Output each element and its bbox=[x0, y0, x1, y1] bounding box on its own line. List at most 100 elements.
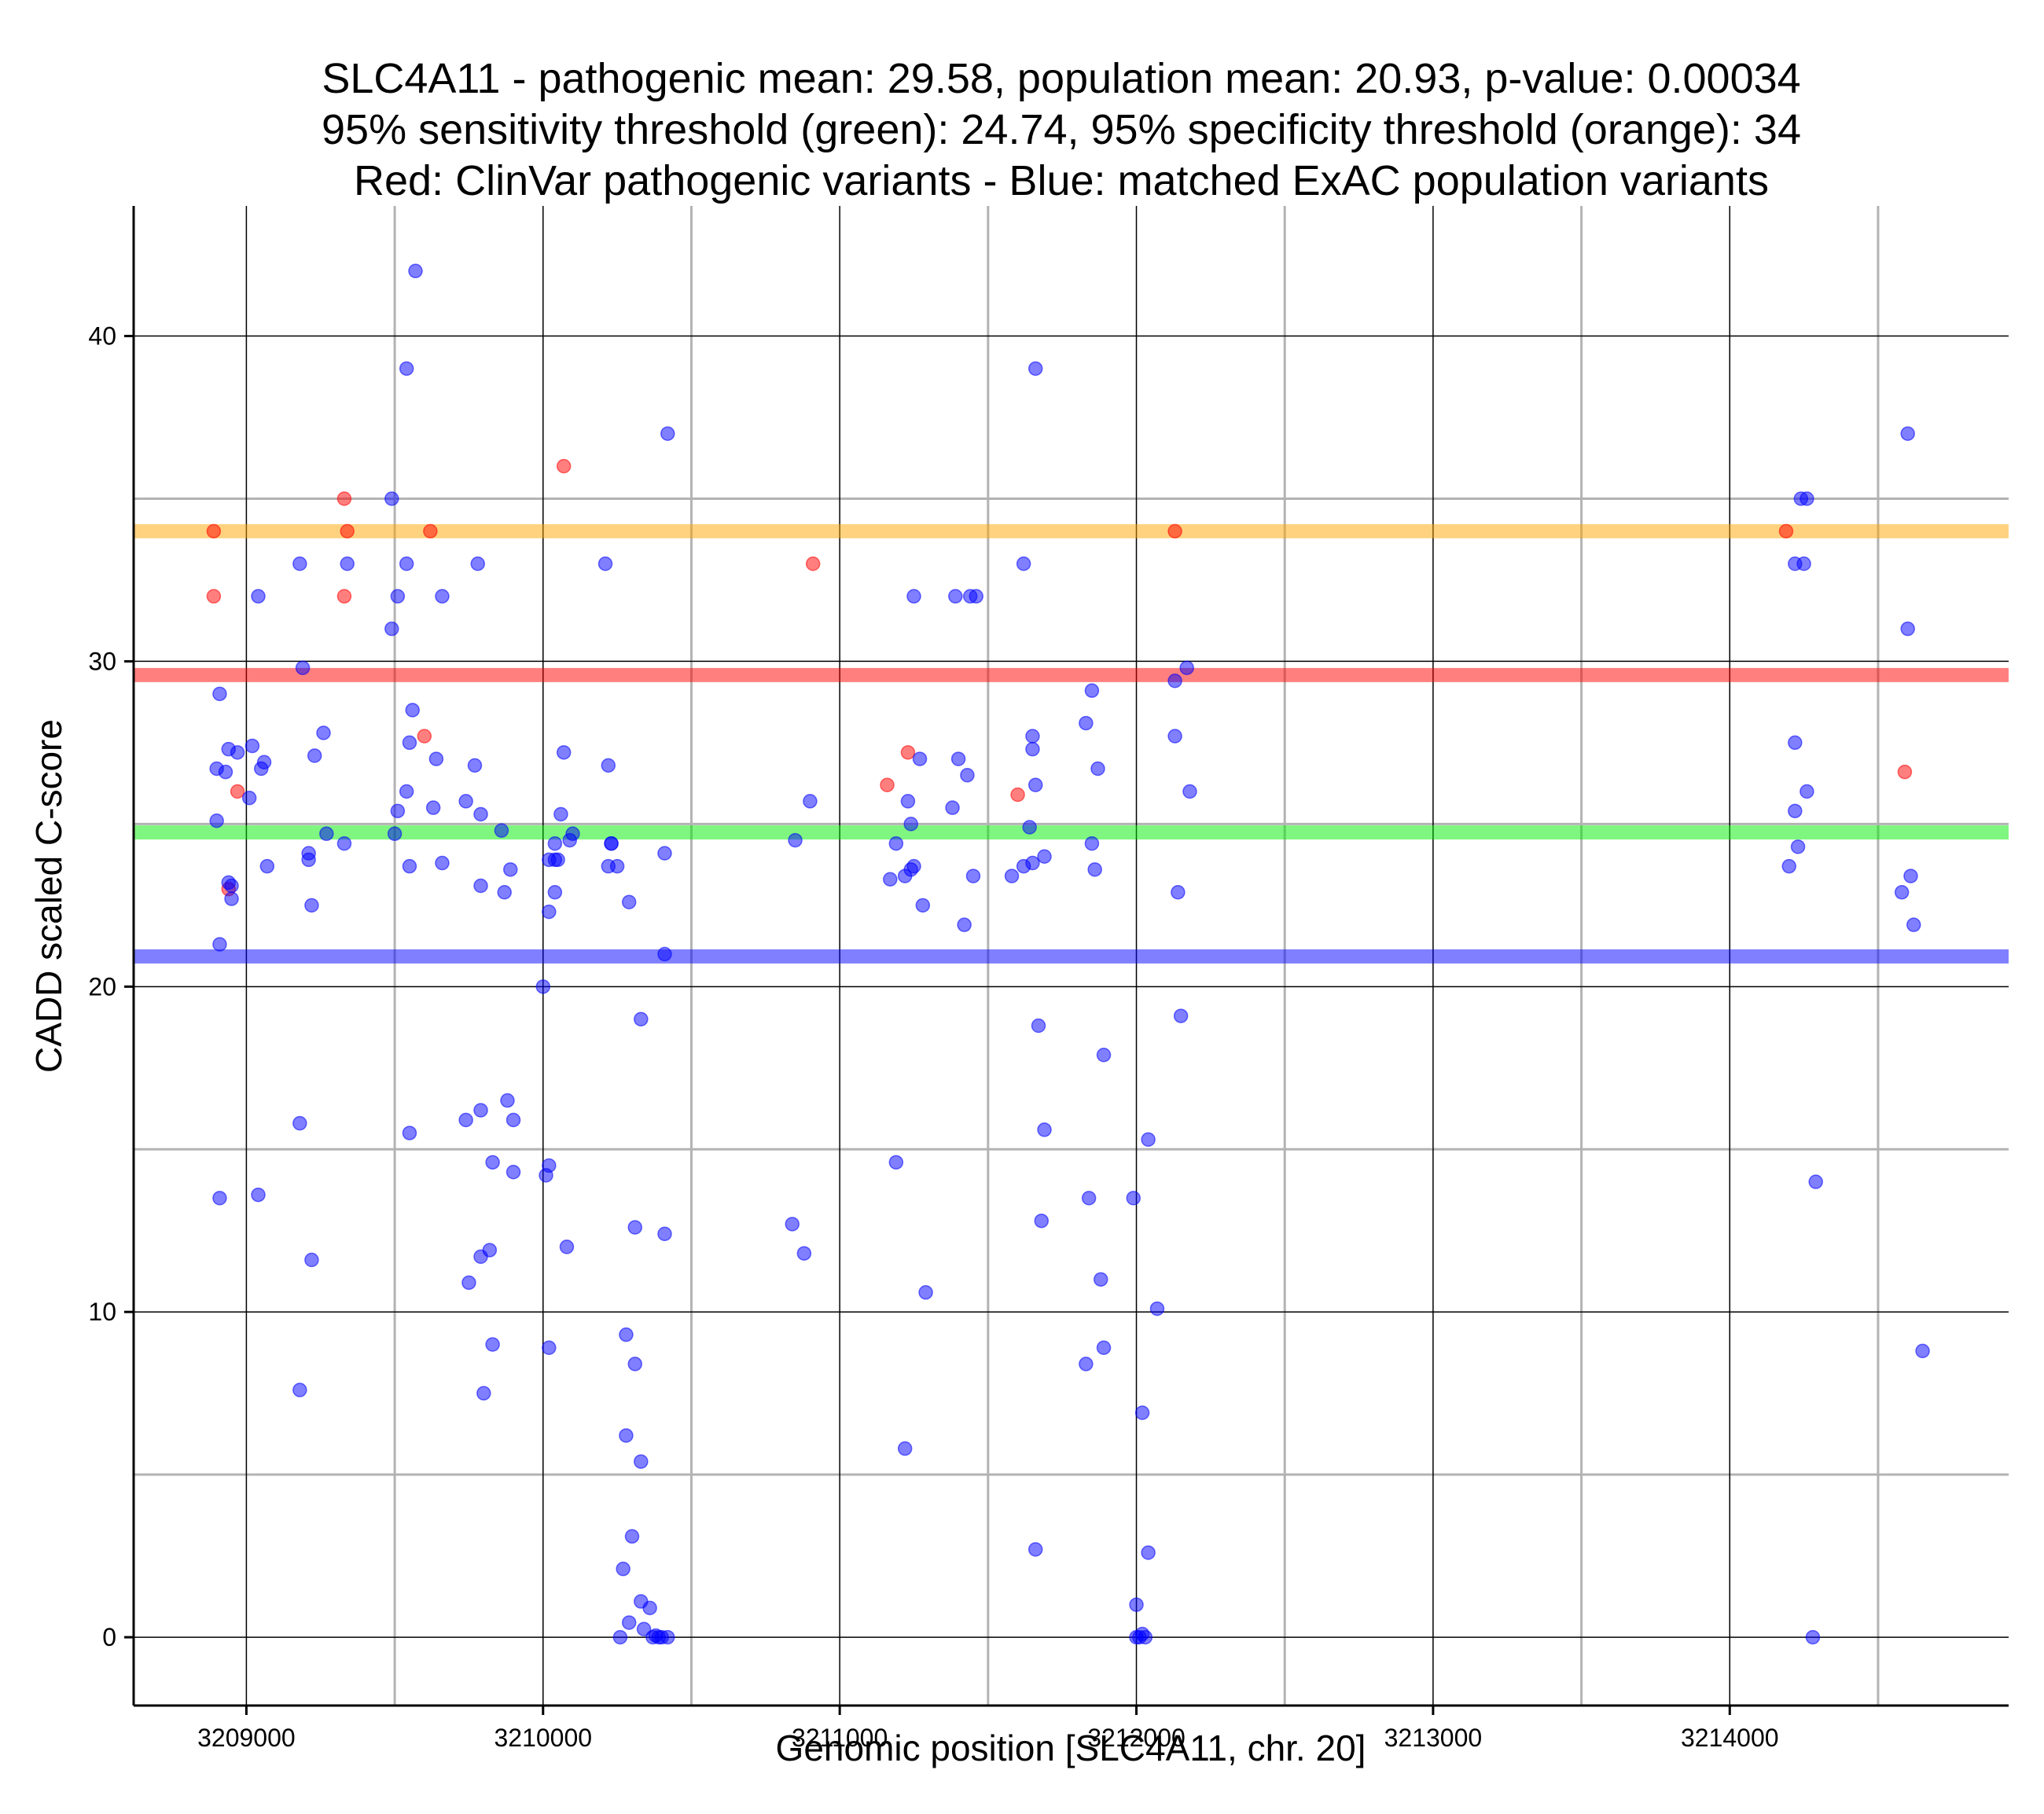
data-point-series1-134 bbox=[918, 1285, 933, 1300]
data-point-series1-192 bbox=[1915, 1343, 1930, 1359]
data-point-series1-90 bbox=[660, 426, 675, 441]
data-point-series1-152 bbox=[1090, 761, 1105, 777]
data-point-series1-31 bbox=[384, 491, 399, 506]
data-point-series1-33 bbox=[384, 621, 399, 637]
data-point-series1-120 bbox=[960, 768, 975, 783]
data-point-series1-70 bbox=[547, 835, 563, 851]
x-tick-label-4: 3213000 bbox=[1384, 1724, 1483, 1752]
data-point-series1-119 bbox=[950, 751, 966, 766]
data-point-series1-53 bbox=[473, 878, 488, 894]
data-point-series1-80 bbox=[559, 1239, 575, 1254]
data-point-series1-175 bbox=[1173, 1008, 1189, 1023]
data-point-series1-46 bbox=[435, 855, 450, 871]
data-point-series1-69 bbox=[542, 904, 557, 920]
data-point-series1-139 bbox=[1025, 741, 1040, 757]
data-point-series1-23 bbox=[316, 725, 331, 740]
data-point-series1-114 bbox=[796, 1246, 812, 1261]
data-point-series1-93 bbox=[627, 1220, 643, 1235]
data-point-series1-54 bbox=[497, 885, 512, 900]
data-point-series1-77 bbox=[565, 826, 580, 842]
data-point-series1-25 bbox=[336, 835, 352, 851]
y-tick-label-4: 40 bbox=[88, 322, 116, 351]
data-point-series1-165 bbox=[1129, 1597, 1144, 1612]
y-tick-label-1: 10 bbox=[88, 1298, 116, 1326]
data-point-series1-147 bbox=[1037, 1122, 1052, 1137]
data-point-series1-186 bbox=[1805, 1629, 1821, 1645]
data-point-series1-97 bbox=[619, 1428, 634, 1443]
data-point-series1-32 bbox=[390, 589, 406, 604]
data-point-series1-155 bbox=[1096, 1047, 1112, 1063]
data-point-series1-185 bbox=[1808, 1174, 1823, 1189]
data-point-series1-85 bbox=[604, 835, 619, 851]
data-point-series0-5 bbox=[340, 523, 355, 539]
data-point-series1-83 bbox=[601, 758, 616, 773]
data-point-series1-66 bbox=[476, 1386, 491, 1401]
data-point-series1-156 bbox=[1081, 1191, 1097, 1206]
data-point-series1-24 bbox=[319, 826, 334, 842]
data-point-series1-45 bbox=[435, 589, 450, 604]
data-point-series1-135 bbox=[897, 1441, 913, 1456]
data-point-series1-3 bbox=[218, 764, 233, 780]
axis-ticks: 3209000 3210000 3211000 3212000 3213000 32140… bbox=[88, 322, 1778, 1752]
data-point-series1-151 bbox=[1079, 715, 1094, 731]
data-point-series1-140 bbox=[1028, 777, 1043, 792]
data-point-series1-48 bbox=[470, 556, 486, 571]
data-point-series1-112 bbox=[803, 794, 818, 809]
data-point-series1-35 bbox=[399, 361, 414, 376]
data-point-series1-27 bbox=[292, 1115, 307, 1131]
data-point-series1-128 bbox=[883, 872, 898, 887]
x-tick-label-5: 3214000 bbox=[1681, 1724, 1779, 1752]
data-point-series1-13 bbox=[256, 755, 272, 769]
data-point-series1-181 bbox=[1800, 784, 1814, 799]
y-tick-label-3: 30 bbox=[88, 647, 116, 675]
data-point-series0-11 bbox=[880, 777, 895, 792]
data-point-series0-1 bbox=[206, 589, 222, 604]
data-point-series1-180 bbox=[1788, 735, 1803, 751]
data-point-series0-10 bbox=[805, 556, 821, 571]
data-point-series1-159 bbox=[1079, 1357, 1094, 1372]
data-point-series1-98 bbox=[634, 1454, 649, 1469]
data-point-series1-55 bbox=[503, 862, 518, 877]
data-point-series1-170 bbox=[1167, 674, 1182, 689]
data-point-series1-161 bbox=[1141, 1132, 1156, 1148]
data-point-series1-52 bbox=[494, 823, 509, 838]
data-point-series1-19 bbox=[295, 660, 311, 675]
data-point-series0-6 bbox=[336, 589, 352, 604]
data-point-series0-12 bbox=[900, 745, 916, 760]
data-point-series1-44 bbox=[425, 800, 441, 815]
data-point-series1-109 bbox=[660, 1629, 675, 1645]
data-point-series0-9 bbox=[556, 458, 572, 474]
data-point-series1-14 bbox=[259, 858, 275, 874]
data-point-series1-123 bbox=[903, 817, 918, 832]
data-points bbox=[206, 263, 1930, 1645]
data-point-series1-111 bbox=[788, 832, 803, 848]
data-point-series1-30 bbox=[340, 556, 355, 571]
data-point-series1-95 bbox=[619, 1327, 634, 1342]
data-point-series1-187 bbox=[1900, 426, 1915, 441]
data-point-series1-64 bbox=[461, 1275, 476, 1291]
data-point-series1-129 bbox=[965, 868, 981, 883]
data-point-series1-10 bbox=[212, 937, 227, 952]
data-point-series1-21 bbox=[301, 852, 316, 868]
data-point-series0-0 bbox=[206, 523, 222, 539]
data-point-series0-15 bbox=[1778, 523, 1794, 539]
data-point-series1-38 bbox=[402, 735, 417, 751]
data-point-series1-96 bbox=[627, 1357, 643, 1372]
data-point-series1-104 bbox=[636, 1621, 652, 1636]
data-point-series1-182 bbox=[1788, 803, 1803, 819]
data-point-series1-89 bbox=[657, 846, 672, 861]
data-point-series1-74 bbox=[553, 806, 568, 822]
data-point-series1-65 bbox=[485, 1337, 500, 1352]
data-point-series1-59 bbox=[505, 1112, 521, 1128]
data-point-series1-56 bbox=[500, 1092, 515, 1108]
data-point-series1-16 bbox=[251, 1187, 266, 1203]
threshold-lines bbox=[134, 523, 2009, 964]
data-point-series1-29 bbox=[292, 1383, 307, 1397]
data-point-series1-133 bbox=[888, 1155, 904, 1170]
title-line-3: Red: ClinVar pathogenic variants - Blue:… bbox=[354, 157, 1769, 204]
data-point-series1-144 bbox=[1004, 868, 1020, 883]
data-point-series1-183 bbox=[1790, 839, 1806, 854]
title-line-2: 95% sensitivity threshold (green): 24.74… bbox=[322, 106, 1801, 153]
data-point-series1-6 bbox=[212, 686, 227, 702]
data-point-series1-4 bbox=[244, 738, 260, 754]
